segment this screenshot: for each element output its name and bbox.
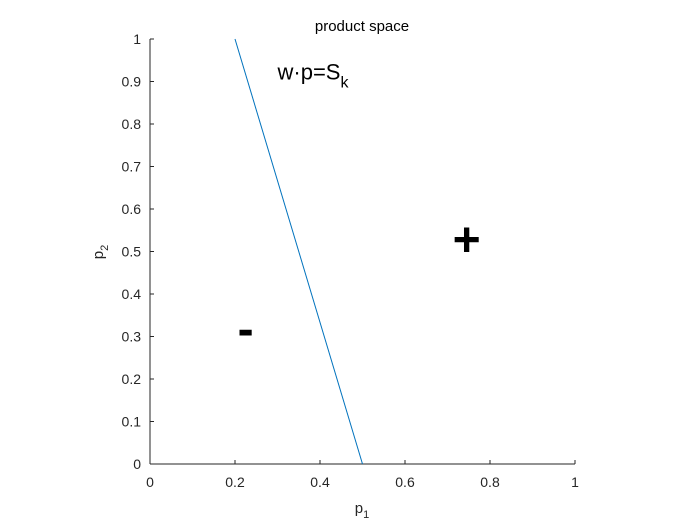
boundary-equation-base: w·p=S bbox=[277, 59, 341, 84]
y-tick-label: 0.1 bbox=[122, 414, 142, 430]
boundary-equation-subscript: k bbox=[340, 74, 349, 91]
y-tick-label: 0.8 bbox=[122, 116, 142, 132]
x-tick-label: 0.2 bbox=[225, 474, 245, 490]
x-axis-label-base: p bbox=[355, 500, 363, 517]
y-tick-label: 0.3 bbox=[122, 329, 142, 345]
y-tick-label: 0.9 bbox=[122, 74, 142, 90]
y-axis-label-subscript: 2 bbox=[99, 245, 111, 251]
y-tick-label: 0.2 bbox=[122, 371, 142, 387]
x-tick-label: 0.8 bbox=[480, 474, 500, 490]
y-tick-label: 1 bbox=[133, 31, 141, 47]
y-tick-label: 0.7 bbox=[122, 159, 142, 175]
x-tick-label: 0.6 bbox=[395, 474, 415, 490]
x-tick-label: 0.4 bbox=[310, 474, 330, 490]
y-axis-label: p2 bbox=[90, 245, 111, 259]
y-tick-label: 0 bbox=[133, 456, 141, 472]
plot-area bbox=[234, 38, 363, 465]
x-tick-label: 1 bbox=[571, 474, 579, 490]
axes bbox=[149, 39, 575, 465]
negative-region-sign: - bbox=[238, 303, 254, 356]
boundary-equation-label: w·p=Sk bbox=[277, 59, 350, 91]
x-tick-label: 0 bbox=[146, 474, 154, 490]
decision-boundary-line bbox=[234, 38, 363, 465]
y-tick-label: 0.5 bbox=[122, 244, 142, 260]
positive-region-sign: + bbox=[453, 214, 481, 267]
ticks: 0 0.2 0.4 0.6 0.8 1 0 0.1 0.2 0.3 0.4 0.5 0.6 0.7 0.8 0… bbox=[122, 31, 580, 490]
chart-title: product space bbox=[315, 18, 409, 35]
x-axis-label-subscript: 1 bbox=[363, 509, 369, 521]
x-axis-label: p1 bbox=[355, 500, 369, 521]
y-axis-label-base: p bbox=[90, 251, 107, 259]
y-tick-label: 0.6 bbox=[122, 201, 142, 217]
y-tick-label: 0.4 bbox=[122, 286, 142, 302]
